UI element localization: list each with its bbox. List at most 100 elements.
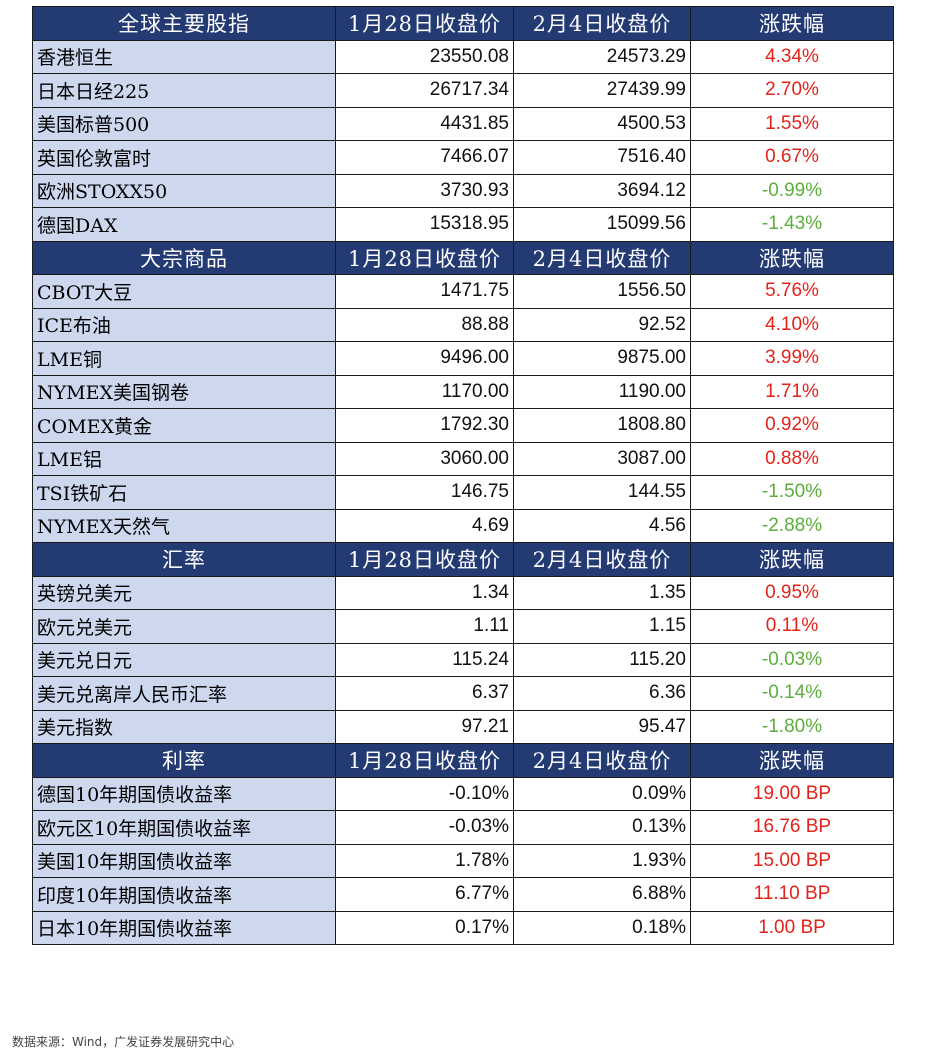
close-price-date1: 4.69 [335,508,514,543]
close-price-date2: 15099.56 [513,207,691,242]
change-value: 11.10 BP [690,877,894,912]
change-value: 1.55% [690,106,894,141]
change-value: 19.00 BP [690,776,894,811]
change-value: 15.00 BP [690,843,894,878]
item-name: 英镑兑美元 [32,575,336,610]
change-value: 0.11% [690,609,894,644]
change-value: 5.76% [690,274,894,309]
table-row: ICE布油 88.88 92.52 4.10% [32,307,894,342]
col-header-change: 涨跌幅 [690,542,894,577]
table-row: 德国DAX 15318.95 15099.56 -1.43% [32,207,894,242]
table-row: 日本日经225 26717.34 27439.99 2.70% [32,73,894,108]
change-value: -0.03% [690,642,894,677]
close-price-date2: 1.35 [513,575,691,610]
section-title: 汇率 [32,542,336,577]
table-row: TSI铁矿石 146.75 144.55 -1.50% [32,475,894,510]
item-name: 德国DAX [32,207,336,242]
section-header-row: 全球主要股指 1月28日收盘价 2月4日收盘价 涨跌幅 [32,6,894,41]
col-header-date1: 1月28日收盘价 [335,240,514,275]
change-value: 0.88% [690,441,894,476]
close-price-date1: 146.75 [335,475,514,510]
change-value: 0.95% [690,575,894,610]
change-value: 4.10% [690,307,894,342]
change-value: 0.92% [690,408,894,443]
item-name: 日本日经225 [32,73,336,108]
close-price-date1: 3060.00 [335,441,514,476]
close-price-date1: 7466.07 [335,140,514,175]
close-price-date2: 6.88% [513,877,691,912]
item-name: 美国10年期国债收益率 [32,843,336,878]
table-row: 英镑兑美元 1.34 1.35 0.95% [32,575,894,610]
section-header-row: 汇率 1月28日收盘价 2月4日收盘价 涨跌幅 [32,542,894,577]
close-price-date1: 0.17% [335,910,514,945]
table-row: COMEX黄金 1792.30 1808.80 0.92% [32,408,894,443]
close-price-date2: 6.36 [513,676,691,711]
close-price-date2: 1190.00 [513,374,691,409]
col-header-change: 涨跌幅 [690,6,894,41]
table-row: 美元指数 97.21 95.47 -1.80% [32,709,894,744]
close-price-date2: 1556.50 [513,274,691,309]
close-price-date2: 27439.99 [513,73,691,108]
close-price-date1: 1.34 [335,575,514,610]
close-price-date1: 1.78% [335,843,514,878]
close-price-date1: 1471.75 [335,274,514,309]
close-price-date1: 1170.00 [335,374,514,409]
item-name: 香港恒生 [32,39,336,74]
close-price-date2: 3694.12 [513,173,691,208]
table-row: NYMEX天然气 4.69 4.56 -2.88% [32,508,894,543]
close-price-date1: 88.88 [335,307,514,342]
close-price-date1: -0.03% [335,810,514,845]
table-body: 全球主要股指 1月28日收盘价 2月4日收盘价 涨跌幅 香港恒生 23550.08 2457… [32,6,894,945]
change-value: 0.67% [690,140,894,175]
close-price-date1: 6.77% [335,877,514,912]
item-name: TSI铁矿石 [32,475,336,510]
close-price-date2: 4.56 [513,508,691,543]
close-price-date2: 1808.80 [513,408,691,443]
item-name: 日本10年期国债收益率 [32,910,336,945]
item-name: NYMEX天然气 [32,508,336,543]
close-price-date1: 3730.93 [335,173,514,208]
data-source-note: 数据来源：Wind，广发证券发展研究中心 [12,1035,235,1049]
item-name: 印度10年期国债收益率 [32,877,336,912]
item-name: 德国10年期国债收益率 [32,776,336,811]
close-price-date1: -0.10% [335,776,514,811]
change-value: 1.00 BP [690,910,894,945]
item-name: NYMEX美国钢卷 [32,374,336,409]
table-row: 欧元区10年期国债收益率 -0.03% 0.13% 16.76 BP [32,810,894,845]
section-title: 大宗商品 [32,240,336,275]
close-price-date2: 1.93% [513,843,691,878]
section-header-row: 利率 1月28日收盘价 2月4日收盘价 涨跌幅 [32,743,894,778]
change-value: 1.71% [690,374,894,409]
change-value: 16.76 BP [690,810,894,845]
close-price-date1: 97.21 [335,709,514,744]
close-price-date1: 1792.30 [335,408,514,443]
table-row: 美国10年期国债收益率 1.78% 1.93% 15.00 BP [32,843,894,878]
col-header-date1: 1月28日收盘价 [335,743,514,778]
close-price-date2: 24573.29 [513,39,691,74]
close-price-date2: 1.15 [513,609,691,644]
item-name: COMEX黄金 [32,408,336,443]
table-row: 美国标普500 4431.85 4500.53 1.55% [32,106,894,141]
close-price-date2: 115.20 [513,642,691,677]
close-price-date2: 9875.00 [513,341,691,376]
col-header-date2: 2月4日收盘价 [513,542,691,577]
close-price-date2: 95.47 [513,709,691,744]
section-header-row: 大宗商品 1月28日收盘价 2月4日收盘价 涨跌幅 [32,240,894,275]
item-name: 欧元兑美元 [32,609,336,644]
close-price-date2: 92.52 [513,307,691,342]
change-value: -1.43% [690,207,894,242]
table-row: CBOT大豆 1471.75 1556.50 5.76% [32,274,894,309]
item-name: LME铜 [32,341,336,376]
table-row: 美元兑离岸人民币汇率 6.37 6.36 -0.14% [32,676,894,711]
close-price-date1: 9496.00 [335,341,514,376]
change-value: -0.14% [690,676,894,711]
close-price-date1: 15318.95 [335,207,514,242]
table-row: NYMEX美国钢卷 1170.00 1190.00 1.71% [32,374,894,409]
item-name: 美国标普500 [32,106,336,141]
table-row: 印度10年期国债收益率 6.77% 6.88% 11.10 BP [32,877,894,912]
section-title: 全球主要股指 [32,6,336,41]
change-value: -2.88% [690,508,894,543]
close-price-date2: 0.18% [513,910,691,945]
close-price-date2: 3087.00 [513,441,691,476]
col-header-date2: 2月4日收盘价 [513,6,691,41]
